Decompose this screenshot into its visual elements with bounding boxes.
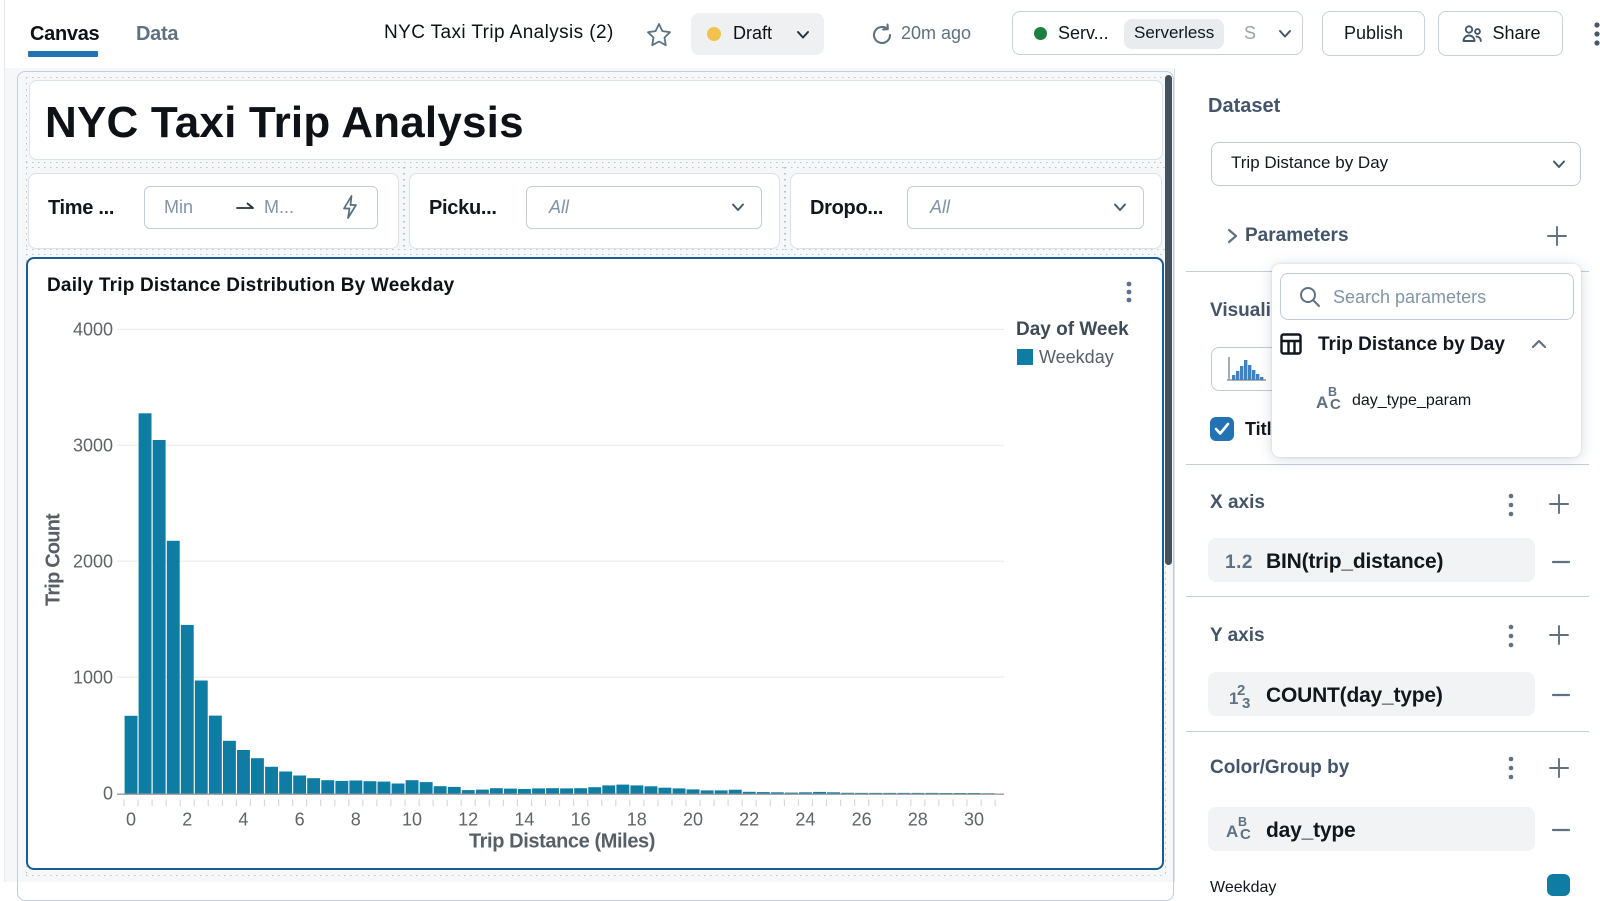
svg-text:4: 4 (238, 810, 248, 830)
svg-text:24: 24 (795, 810, 815, 830)
svg-text:8: 8 (351, 810, 361, 830)
svg-text:16: 16 (571, 810, 591, 830)
svg-text:30: 30 (964, 810, 984, 830)
svg-text:0: 0 (103, 783, 113, 803)
svg-text:Trip Distance (Miles): Trip Distance (Miles) (469, 831, 655, 853)
svg-text:4000: 4000 (73, 320, 113, 340)
svg-text:28: 28 (908, 810, 928, 830)
svg-text:2: 2 (182, 810, 192, 830)
svg-text:20: 20 (683, 810, 703, 830)
svg-text:18: 18 (627, 810, 647, 830)
svg-text:Weekday: Weekday (1039, 347, 1114, 367)
svg-text:6: 6 (295, 810, 305, 830)
svg-text:26: 26 (852, 810, 872, 830)
svg-text:10: 10 (402, 810, 422, 830)
svg-text:3000: 3000 (73, 436, 113, 456)
svg-text:Trip Count: Trip Count (43, 513, 65, 606)
svg-text:22: 22 (739, 810, 759, 830)
svg-text:12: 12 (458, 810, 478, 830)
svg-text:1000: 1000 (73, 667, 113, 687)
svg-text:Day of Week: Day of Week (1016, 319, 1129, 340)
svg-text:14: 14 (514, 810, 534, 830)
svg-text:2000: 2000 (73, 552, 113, 572)
svg-text:0: 0 (126, 810, 136, 830)
